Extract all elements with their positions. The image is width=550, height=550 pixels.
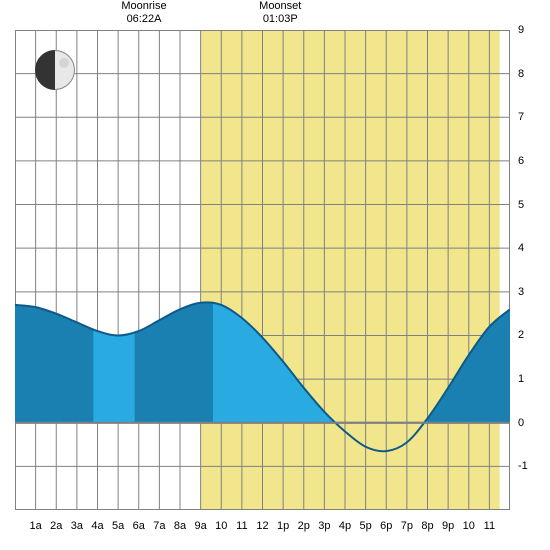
moon-phase-icon [35,50,75,90]
top-labels: Moonrise 06:22A Moonset 01:03P [0,0,550,30]
x-tick-label: 12 [253,520,273,532]
y-tick-label: -1 [518,460,538,472]
moonrise-label: Moonrise 06:22A [121,0,166,26]
moonrise-time: 06:22A [127,13,162,25]
moonset-time: 01:03P [263,13,298,25]
x-tick-label: 11 [479,520,499,532]
y-tick-label: 9 [518,24,538,36]
x-tick-label: 2a [46,520,66,532]
chart-svg [15,30,510,510]
tide-chart [15,30,510,510]
y-tick-label: 7 [518,111,538,123]
y-tick-label: 0 [518,417,538,429]
y-tick-label: 1 [518,373,538,385]
x-tick-label: 9p [438,520,458,532]
x-tick-label: 3p [314,520,334,532]
y-tick-label: 5 [518,199,538,211]
x-tick-label: 10 [211,520,231,532]
x-tick-label: 6a [129,520,149,532]
x-tick-label: 9a [191,520,211,532]
moonset-label: Moonset 01:03P [259,0,301,26]
moonset-title: Moonset [259,0,301,12]
x-tick-label: 7a [149,520,169,532]
x-tick-label: 7p [397,520,417,532]
x-tick-label: 8a [170,520,190,532]
x-tick-label: 3a [67,520,87,532]
x-tick-label: 1p [273,520,293,532]
x-tick-label: 11 [232,520,252,532]
y-tick-label: 3 [518,286,538,298]
x-tick-label: 5p [356,520,376,532]
y-tick-label: 4 [518,242,538,254]
y-tick-label: 2 [518,329,538,341]
y-tick-label: 6 [518,155,538,167]
x-tick-label: 10 [459,520,479,532]
x-tick-label: 2p [294,520,314,532]
x-tick-label: 6p [376,520,396,532]
x-tick-label: 5a [108,520,128,532]
x-tick-label: 1a [26,520,46,532]
x-tick-label: 4p [335,520,355,532]
x-tick-label: 8p [418,520,438,532]
x-tick-label: 4a [88,520,108,532]
y-tick-label: 8 [518,68,538,80]
moonrise-title: Moonrise [121,0,166,12]
